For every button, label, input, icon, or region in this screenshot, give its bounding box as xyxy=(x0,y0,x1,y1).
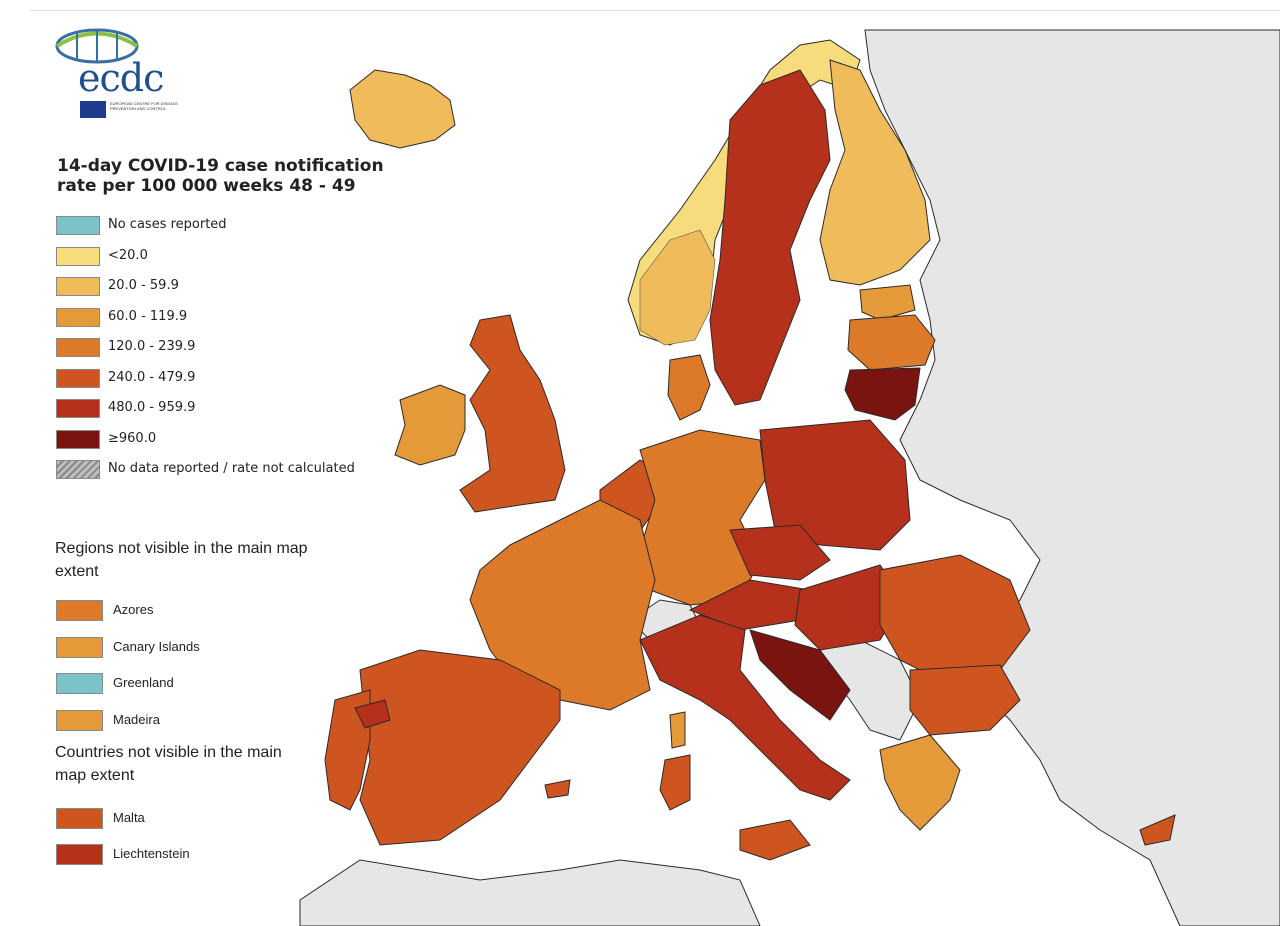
poland-region xyxy=(759,419,911,551)
bulgaria-region xyxy=(909,664,1021,736)
non-eu-land xyxy=(299,29,1280,926)
hungary-region xyxy=(794,564,906,651)
czechia-region xyxy=(729,524,831,581)
uk-region xyxy=(459,314,566,513)
legend-label: Madeira xyxy=(113,711,160,727)
globe-icon xyxy=(55,28,139,64)
regions-heading: Regions not visible in the main map exte… xyxy=(55,540,308,580)
top-divider xyxy=(30,10,1280,11)
sardinia-region xyxy=(659,754,691,811)
norway-south xyxy=(639,229,716,346)
legend-label: 480.0 - 959.9 xyxy=(108,400,196,415)
germany-region xyxy=(639,429,766,606)
legend-swatch xyxy=(56,399,100,418)
sicily-region xyxy=(739,819,811,861)
sweden-region xyxy=(709,69,831,406)
balearic-region xyxy=(544,779,571,799)
cyprus-region xyxy=(1139,814,1176,846)
estonia-region xyxy=(859,284,916,321)
legend-swatch xyxy=(56,429,100,449)
legend-swatch xyxy=(56,277,100,296)
map-title: 14-day COVID-19 case notification rate p… xyxy=(57,156,384,196)
legend-label: No cases reported xyxy=(108,217,227,232)
italy-region xyxy=(639,614,851,801)
legend-swatch xyxy=(56,808,103,829)
legend-label: Malta xyxy=(113,810,145,825)
spain-region xyxy=(359,649,561,846)
eu-flag-icon xyxy=(80,101,106,118)
legend-swatch xyxy=(56,709,103,731)
latvia-region xyxy=(847,314,936,371)
legend-label: 20.0 - 59.9 xyxy=(108,278,179,293)
legend-label: Canary Islands xyxy=(113,638,200,654)
legend-swatch xyxy=(56,368,100,388)
portugal-north xyxy=(354,699,391,729)
legend-label: Azores xyxy=(113,602,154,617)
logo-text: ecdc xyxy=(78,56,164,100)
legend-label: 120.0 - 239.9 xyxy=(108,339,196,354)
legend-swatch xyxy=(56,307,100,327)
legend-label: 240.0 - 479.9 xyxy=(108,369,196,385)
ecdc-logo: ecdc EUROPEAN CENTRE FOR DISEASE PREVENT… xyxy=(52,26,202,126)
legend-swatch xyxy=(56,216,100,235)
finland-region xyxy=(819,59,931,286)
france-region xyxy=(469,499,656,711)
legend-swatch xyxy=(56,844,103,865)
legend-swatch xyxy=(56,600,103,621)
greece-region xyxy=(879,734,961,831)
countries-heading: Countries not visible in the main map ex… xyxy=(55,744,282,784)
legend-label: No data reported / rate not calculated xyxy=(108,461,355,476)
legend-label: Greenland xyxy=(113,675,174,690)
legend-label: ≥960.0 xyxy=(108,430,157,446)
iceland-region xyxy=(349,69,456,149)
legend-swatch xyxy=(56,338,100,357)
legend-swatch xyxy=(56,460,100,479)
lithuania-region xyxy=(844,367,921,421)
ireland-region xyxy=(394,384,466,466)
legend-swatch xyxy=(56,636,103,658)
logo-subtitle: EUROPEAN CENTRE FOR DISEASE PREVENTION A… xyxy=(110,101,179,111)
legend-swatch xyxy=(56,246,100,266)
legend-label: 60.0 - 119.9 xyxy=(108,308,188,324)
denmark-region xyxy=(667,354,711,421)
legend-swatch xyxy=(56,673,103,694)
legend-label: <20.0 xyxy=(108,247,148,263)
portugal-region xyxy=(324,689,371,811)
legend-label: Liechtenstein xyxy=(113,846,190,861)
corsica-region xyxy=(669,711,686,749)
slovenia-croatia-region xyxy=(749,629,851,721)
